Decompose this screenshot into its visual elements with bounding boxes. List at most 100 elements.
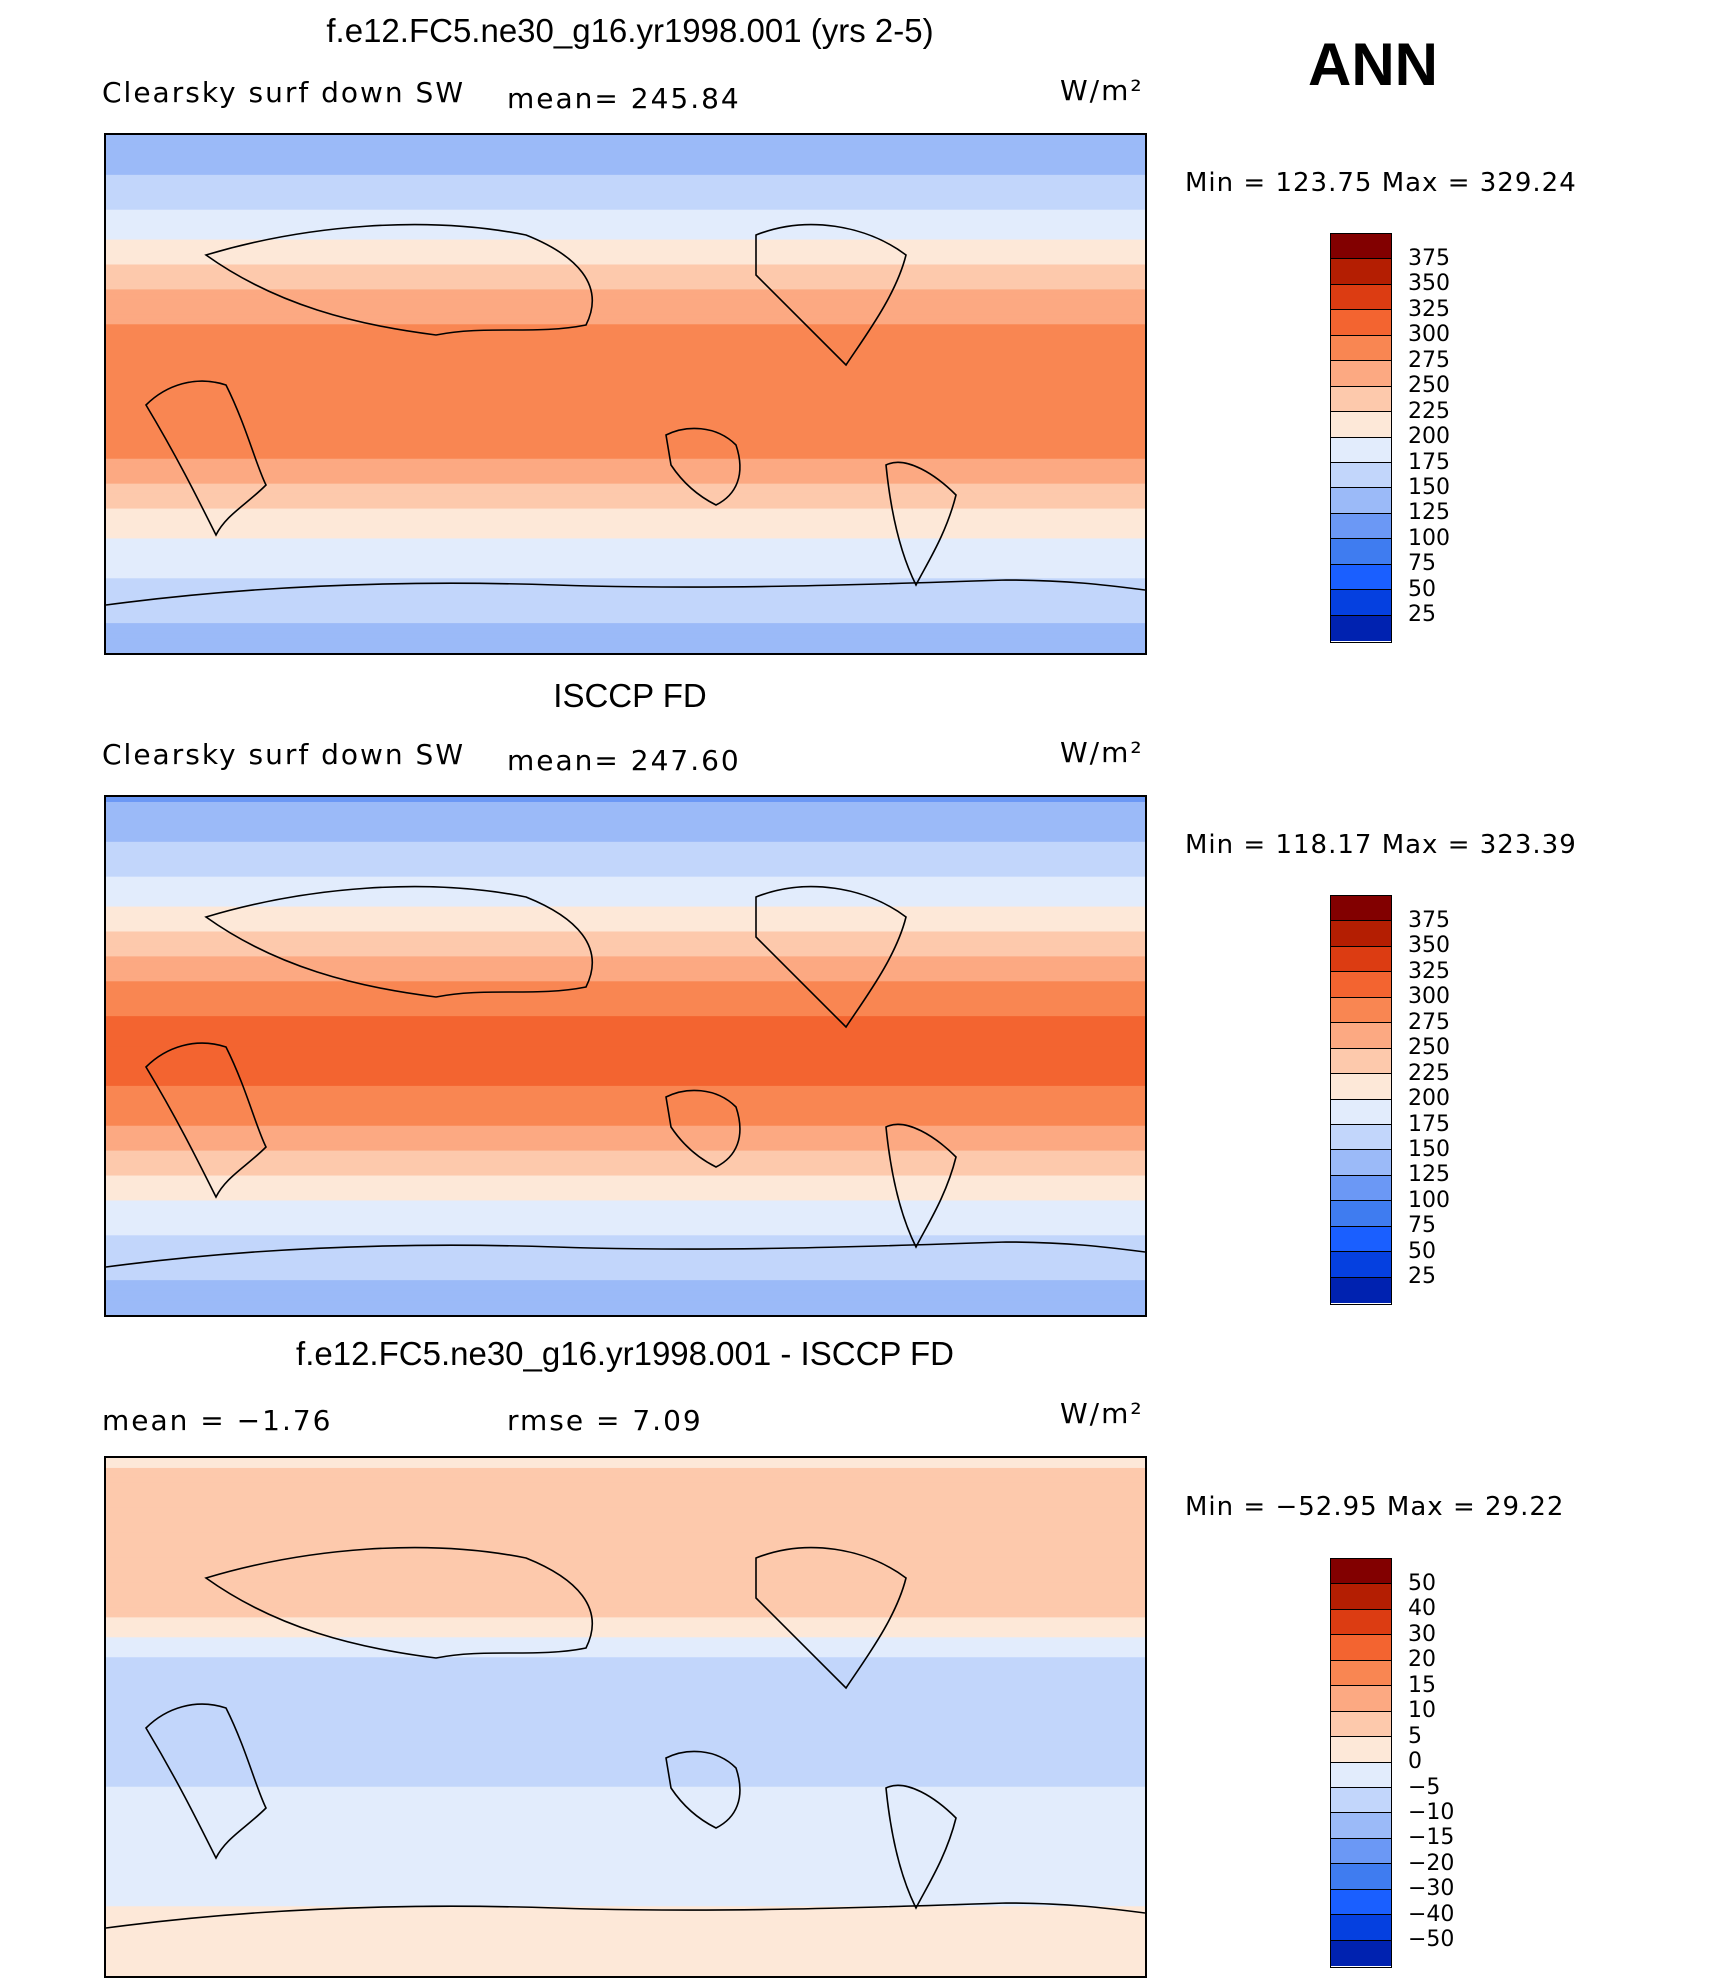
colorbar-swatch [1331, 1175, 1391, 1202]
zonal-band [106, 1801, 1145, 1808]
zonal-band [106, 448, 1145, 455]
zonal-band [106, 1841, 1145, 1848]
panel2-minmax: Min = 118.17 Max = 323.39 [1185, 830, 1577, 860]
zonal-band [106, 1692, 1145, 1698]
zonal-band [106, 1522, 1145, 1529]
colorbar-swatch [1331, 1889, 1391, 1916]
zonal-band [106, 1567, 1145, 1574]
zonal-band [106, 991, 1145, 997]
zonal-band [106, 1458, 1145, 1464]
zonal-band [106, 1125, 1145, 1132]
zonal-band [106, 1075, 1145, 1082]
zonal-band [106, 144, 1145, 151]
zonal-band [106, 264, 1145, 271]
zonal-band [106, 1477, 1145, 1484]
zonal-band [106, 906, 1145, 913]
zonal-band [106, 1836, 1145, 1843]
zonal-band [106, 811, 1145, 818]
zonal-band [106, 1791, 1145, 1798]
zonal-band [106, 433, 1145, 440]
zonal-band [106, 961, 1145, 967]
zonal-band [106, 1185, 1145, 1192]
zonal-band [106, 344, 1145, 350]
zonal-band [106, 1587, 1145, 1594]
zonal-band [106, 164, 1145, 171]
panel3-map [104, 1456, 1147, 1978]
zonal-band [106, 1871, 1145, 1877]
zonal-band [106, 638, 1145, 644]
zonal-band [106, 1502, 1145, 1509]
zonal-band [106, 821, 1145, 828]
zonal-band [106, 184, 1145, 191]
zonal-band [106, 1497, 1145, 1504]
zonal-band [106, 204, 1145, 211]
colorbar-tick-label: 200 [1408, 424, 1450, 450]
zonal-band [106, 493, 1145, 500]
zonal-band [106, 154, 1145, 161]
zonal-band [106, 1821, 1145, 1828]
colorbar-tick-label: 200 [1408, 1086, 1450, 1112]
zonal-band [106, 921, 1145, 928]
zonal-band [106, 1627, 1145, 1633]
zonal-band [106, 618, 1145, 624]
panel1-minmax: Min = 123.75 Max = 329.24 [1185, 168, 1577, 198]
zonal-band [106, 503, 1145, 510]
colorbar-tick-label: 175 [1408, 449, 1450, 475]
zonal-band [106, 1652, 1145, 1658]
zonal-band [106, 851, 1145, 858]
zonal-band [106, 603, 1145, 609]
zonal-band [106, 1006, 1145, 1012]
zonal-band [106, 1060, 1145, 1067]
zonal-band [106, 1001, 1145, 1007]
zonal-band [106, 841, 1145, 848]
zonal-band [106, 1537, 1145, 1544]
colorbar-swatch [1331, 1635, 1391, 1661]
zonal-band [106, 189, 1145, 196]
zonal-band [106, 389, 1145, 395]
colorbar-swatch [1331, 896, 1391, 922]
zonal-band [106, 309, 1145, 315]
colorbar-swatch [1331, 1201, 1391, 1227]
colorbar-swatch [1331, 412, 1391, 438]
colorbar-swatch [1331, 539, 1391, 565]
zonal-band [106, 329, 1145, 335]
zonal-band [106, 1597, 1145, 1604]
zonal-band [106, 846, 1145, 853]
zonal-band [106, 633, 1145, 639]
zonal-band [106, 458, 1145, 465]
zonal-band [106, 613, 1145, 619]
zonal-band [106, 139, 1145, 146]
zonal-band [106, 578, 1145, 584]
colorbar-tick-label: −30 [1408, 1876, 1455, 1902]
zonal-band [106, 339, 1145, 345]
zonal-band [106, 1582, 1145, 1589]
zonal-band [106, 418, 1145, 425]
zonal-band [106, 349, 1145, 355]
zonal-band [106, 1861, 1145, 1868]
coastline [755, 223, 907, 367]
zonal-band [106, 1472, 1145, 1479]
panel1-map [104, 133, 1147, 655]
zonal-band [106, 1036, 1145, 1042]
coastline [144, 1042, 267, 1199]
zonal-band [106, 1155, 1145, 1162]
colorbar-swatch [1331, 437, 1391, 463]
zonal-band [106, 438, 1145, 445]
zonal-band [106, 249, 1145, 256]
colorbar-swatch [1331, 513, 1391, 540]
zonal-band [106, 289, 1145, 295]
zonal-band [106, 1265, 1145, 1271]
colorbar-tick-label: −5 [1408, 1774, 1441, 1800]
zonal-band [106, 926, 1145, 933]
zonal-band [106, 1205, 1145, 1211]
zonal-band [106, 209, 1145, 216]
colorbar-swatch [1331, 1252, 1391, 1278]
colorbar-tick-label: 325 [1408, 958, 1450, 984]
colorbar-swatch [1331, 1023, 1391, 1049]
colorbar-tick-label: −15 [1408, 1825, 1455, 1851]
zonal-band [106, 1100, 1145, 1107]
colorbar-tick-label: 375 [1408, 246, 1450, 271]
coastline [204, 223, 593, 336]
zonal-band [106, 1290, 1145, 1296]
zonal-band [106, 1966, 1145, 1972]
